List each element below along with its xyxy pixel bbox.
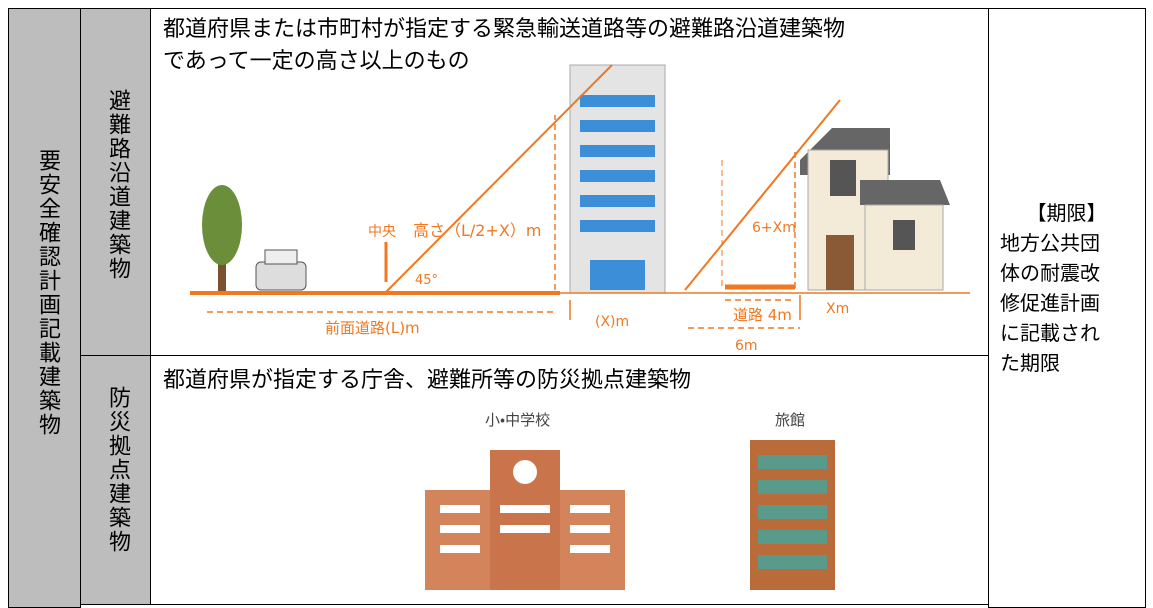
label: 前面道路(L)m [325,319,420,337]
label: (X)m [595,314,629,330]
door [826,235,854,290]
row-title: 都道府県または市町村が指定する緊急輸送道路等の避難路沿道建築物 [163,17,845,42]
tree [202,185,242,265]
window [830,160,856,196]
illustrations: 都道府県または市町村が指定する緊急輸送道路等の避難路沿道建築物 であって一定の高… [163,17,970,590]
windows [758,455,827,569]
row-label: 避難路沿道建築物 [105,89,130,281]
label: 道路 4m [733,306,792,324]
roof [860,180,950,205]
clock [513,460,537,484]
row-title: であって一定の高さ以上のもの [163,49,470,74]
label: 中央 [368,224,396,240]
deadline-heading: 【期限】 [1026,201,1107,225]
label: 高さ（L/2+X）m [413,221,541,240]
left-cell: 要安全確認計画記載建築物 [8,8,81,608]
label: 45° [415,273,438,288]
deadline-line: 修促進計画 [1000,291,1100,315]
deadline: 【期限】 地方公共団 体の耐震改 修促進計画 に記載され た期限 [988,198,1145,378]
car [255,261,307,291]
left-label: 要安全確認計画記載建築物 [35,149,60,437]
windows [580,95,655,290]
caption: 小・中学校 [485,411,550,429]
caption: 旅館 [775,411,805,429]
deadline-line: に記載され [1000,321,1100,345]
diagram-lines [190,64,970,329]
label: Xm [826,301,849,317]
car [264,249,298,265]
row-label: 防災拠点建築物 [105,386,130,554]
tree-trunk [218,240,226,295]
diagram-labels: 中央 高さ（L/2+X）m 45° 前面道路(L)m (X)m 6+Xm 道路 … [325,220,849,354]
deadline-line: 体の耐震改 [1000,261,1100,285]
row-label-cell: 防災拠点建築物 [80,355,151,605]
deadline-line: 地方公共団 [1000,231,1100,255]
window [893,220,915,250]
label: 6m [735,338,758,354]
windows [440,505,610,553]
row-title: 都道府県が指定する庁舎、避難所等の防災拠点建築物 [163,368,691,393]
page: 要安全確認計画記載建築物 避難路沿道建築物 防災拠点建築物 【期限】 地方公共団… [8,8,1146,608]
deadline-line: た期限 [1000,351,1060,375]
label: 6+Xm [752,220,796,236]
